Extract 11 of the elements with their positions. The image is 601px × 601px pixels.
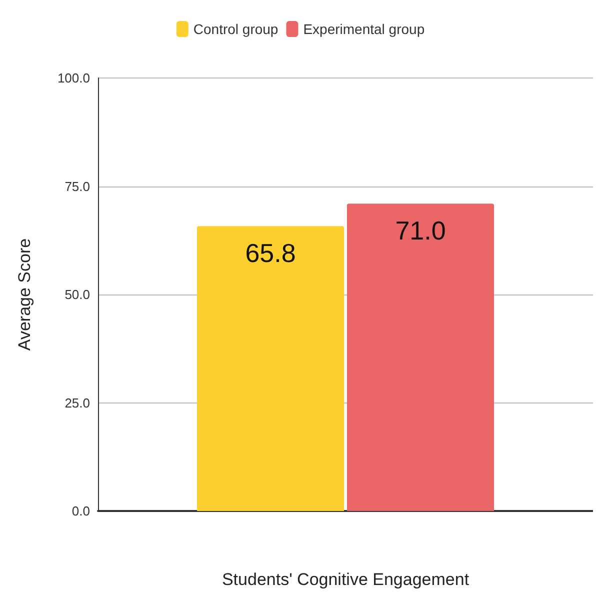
x-axis-title: Students' Cognitive Engagement: [222, 570, 470, 589]
legend-label: Experimental group: [303, 21, 425, 37]
y-tick-label: 50.0: [64, 287, 90, 302]
y-tick-label: 0.0: [72, 504, 90, 518]
legend-label: Control group: [193, 21, 278, 37]
y-tick-label: 25.0: [64, 395, 90, 410]
data-label: 71.0: [395, 216, 446, 246]
y-tick-label: 100.0: [57, 70, 90, 86]
y-tick-label: 75.0: [64, 178, 90, 194]
y-axis-title: Average Score: [15, 238, 34, 351]
data-label: 65.8: [245, 238, 296, 268]
